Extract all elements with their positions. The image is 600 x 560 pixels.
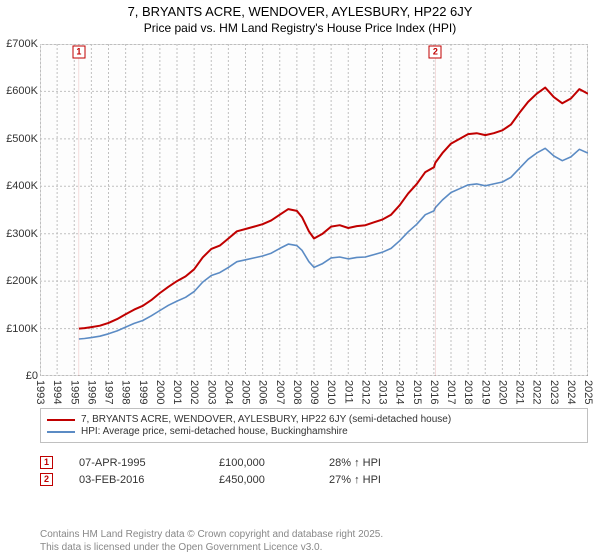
line-chart [40, 44, 588, 376]
y-tick-label: £0 [0, 370, 38, 382]
x-tick-label: 2011 [342, 380, 354, 404]
marker-badge-1: 1 [40, 456, 53, 469]
marker-badge-2: 2 [40, 473, 53, 486]
chart-title-line2: Price paid vs. HM Land Registry's House … [0, 21, 600, 35]
x-tick-label: 1993 [34, 380, 46, 404]
x-tick-label: 2014 [394, 380, 406, 404]
x-tick-label: 2016 [428, 380, 440, 404]
x-tick-label: 2015 [411, 380, 423, 404]
x-tick-label: 2021 [514, 380, 526, 404]
x-tick-label: 1997 [103, 380, 115, 404]
legend-swatch-hpi [47, 431, 75, 433]
footer-attribution: Contains HM Land Registry data © Crown c… [40, 528, 383, 554]
marker-date-1: 07-APR-1995 [79, 457, 219, 469]
x-tick-label: 2005 [240, 380, 252, 404]
marker-row-1: 1 07-APR-1995 £100,000 28% ↑ HPI [40, 456, 381, 469]
legend-item-hpi: HPI: Average price, semi-detached house,… [47, 426, 581, 437]
y-tick-label: £700K [0, 38, 38, 50]
x-tick-label: 2008 [291, 380, 303, 404]
x-tick-label: 2003 [205, 380, 217, 404]
x-tick-label: 2024 [565, 380, 577, 404]
marker-price-1: £100,000 [219, 457, 329, 469]
chart-title-line1: 7, BRYANTS ACRE, WENDOVER, AYLESBURY, HP… [0, 4, 600, 19]
x-tick-label: 2018 [462, 380, 474, 404]
x-tick-label: 2009 [308, 380, 320, 404]
legend-box: 7, BRYANTS ACRE, WENDOVER, AYLESBURY, HP… [40, 408, 588, 443]
x-tick-label: 2010 [325, 380, 337, 404]
x-tick-label: 2006 [257, 380, 269, 404]
x-tick-label: 1996 [85, 380, 97, 404]
y-tick-label: £600K [0, 85, 38, 97]
x-tick-label: 1999 [137, 380, 149, 404]
x-tick-label: 2023 [548, 380, 560, 404]
x-tick-label: 1998 [120, 380, 132, 404]
marker-hpi-2: 27% ↑ HPI [329, 474, 381, 486]
footer-line2: This data is licensed under the Open Gov… [40, 541, 383, 554]
y-tick-label: £200K [0, 275, 38, 287]
marker-hpi-1: 28% ↑ HPI [329, 457, 381, 469]
x-tick-label: 2002 [188, 380, 200, 404]
x-tick-label: 2001 [171, 380, 183, 404]
x-tick-label: 2007 [274, 380, 286, 404]
x-tick-label: 2019 [479, 380, 491, 404]
x-tick-label: 2017 [445, 380, 457, 404]
x-tick-label: 2004 [222, 380, 234, 404]
y-tick-label: £300K [0, 228, 38, 240]
marker-date-2: 03-FEB-2016 [79, 474, 219, 486]
legend-label-property: 7, BRYANTS ACRE, WENDOVER, AYLESBURY, HP… [81, 414, 451, 425]
x-tick-label: 2025 [582, 380, 594, 404]
x-tick-label: 2012 [359, 380, 371, 404]
chart-area: £0£100K£200K£300K£400K£500K£600K£700K 19… [40, 44, 588, 376]
x-tick-label: 1994 [51, 380, 63, 404]
legend-label-hpi: HPI: Average price, semi-detached house,… [81, 426, 348, 437]
y-tick-label: £100K [0, 323, 38, 335]
x-tick-label: 2013 [377, 380, 389, 404]
y-tick-label: £500K [0, 133, 38, 145]
markers-table: 1 07-APR-1995 £100,000 28% ↑ HPI 2 03-FE… [40, 452, 381, 490]
legend-item-property: 7, BRYANTS ACRE, WENDOVER, AYLESBURY, HP… [47, 414, 581, 425]
chart-marker-2: 2 [429, 46, 442, 59]
x-tick-label: 1995 [68, 380, 80, 404]
marker-price-2: £450,000 [219, 474, 329, 486]
x-tick-label: 2022 [531, 380, 543, 404]
footer-line1: Contains HM Land Registry data © Crown c… [40, 528, 383, 541]
x-tick-label: 2000 [154, 380, 166, 404]
chart-title-block: 7, BRYANTS ACRE, WENDOVER, AYLESBURY, HP… [0, 0, 600, 35]
chart-marker-1: 1 [72, 46, 85, 59]
legend-swatch-property [47, 419, 75, 421]
x-tick-label: 2020 [496, 380, 508, 404]
marker-row-2: 2 03-FEB-2016 £450,000 27% ↑ HPI [40, 473, 381, 486]
y-tick-label: £400K [0, 180, 38, 192]
